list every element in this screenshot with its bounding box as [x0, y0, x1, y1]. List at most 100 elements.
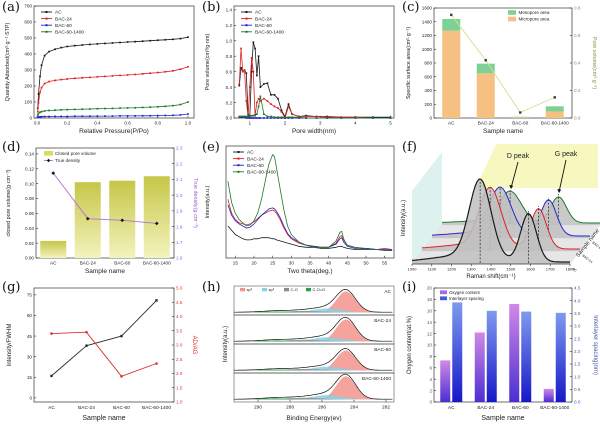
svg-text:200: 200	[424, 102, 432, 107]
svg-text:BAC-60: BAC-60	[55, 23, 72, 29]
svg-text:BAC-60: BAC-60	[255, 23, 272, 29]
svg-text:35: 35	[307, 261, 313, 266]
svg-text:True density: True density	[55, 158, 81, 163]
svg-text:0.8: 0.8	[574, 6, 581, 11]
svg-text:3: 3	[319, 121, 322, 126]
svg-text:45: 45	[27, 334, 33, 339]
panel-a-label: (a)	[2, 0, 20, 15]
panel-e: (e) 15 20 25 30 35 40 45 50 55 Two theta(deg.) Int…	[200, 140, 400, 280]
svg-text:700: 700	[24, 4, 32, 9]
svg-text:Pore width(nm): Pore width(nm)	[292, 128, 336, 135]
svg-text:1000: 1000	[422, 47, 433, 52]
svg-text:AC: AC	[50, 261, 57, 266]
svg-text:200: 200	[24, 84, 32, 89]
svg-text:BAC-60-1400: BAC-60-1400	[540, 405, 569, 411]
svg-text:30: 30	[27, 354, 33, 359]
svg-text:5: 5	[389, 121, 392, 126]
svg-text:BAC-60-1400: BAC-60-1400	[541, 121, 569, 126]
svg-text:1600: 1600	[422, 6, 433, 11]
svg-text:1500: 1500	[506, 267, 516, 272]
svg-text:0.06: 0.06	[25, 211, 34, 216]
svg-text:100: 100	[24, 100, 32, 105]
svg-text:2: 2	[284, 121, 287, 126]
svg-text:Closed pore volume: Closed pore volume	[55, 151, 96, 156]
panel-a: (a) 0 100 200 300 400 500 600 700 0.0 0.2 0.4 0.6 0.…	[0, 0, 200, 140]
svg-text:0.5: 0.5	[574, 387, 581, 392]
svg-text:282: 282	[382, 405, 390, 411]
svg-text:0: 0	[29, 116, 32, 121]
svg-text:Raman shift(cm⁻¹): Raman shift(cm⁻¹)	[466, 274, 515, 280]
svg-text:600: 600	[424, 74, 432, 79]
svg-text:AC: AC	[448, 121, 455, 126]
svg-text:1000: 1000	[408, 267, 418, 272]
svg-text:55: 55	[382, 261, 388, 266]
svg-text:1.4: 1.4	[226, 8, 233, 13]
svg-text:4.0: 4.0	[574, 298, 581, 303]
svg-text:0.8: 0.8	[226, 54, 233, 59]
svg-text:0.02: 0.02	[25, 241, 34, 246]
svg-text:Two theta(deg.): Two theta(deg.)	[287, 268, 332, 275]
svg-text:300: 300	[24, 68, 32, 73]
svg-text:Quantity Adsorbed(cm³·g⁻¹·STP): Quantity Adsorbed(cm³·g⁻¹·STP)	[5, 22, 11, 101]
svg-text:16: 16	[427, 309, 433, 314]
svg-text:Specific surface area(cm²·g⁻¹): Specific surface area(cm²·g⁻¹)	[406, 27, 412, 100]
svg-text:BAC-60-1400: BAC-60-1400	[362, 376, 391, 382]
svg-text:1.0: 1.0	[176, 400, 183, 405]
svg-text:1.7: 1.7	[176, 240, 183, 245]
svg-text:3.0: 3.0	[176, 343, 183, 348]
svg-text:0.4: 0.4	[226, 85, 233, 90]
svg-text:BAC-24: BAC-24	[478, 121, 495, 126]
svg-text:0.8: 0.8	[155, 121, 162, 126]
svg-text:290: 290	[254, 405, 262, 411]
svg-text:1100: 1100	[427, 267, 436, 272]
svg-text:0.2: 0.2	[226, 100, 233, 105]
panel-e-label: (e)	[202, 140, 220, 155]
svg-text:1200: 1200	[447, 267, 457, 272]
panel-h-label: (h)	[202, 280, 221, 295]
svg-text:0.0: 0.0	[574, 116, 581, 121]
svg-text:Sample name: Sample name	[85, 268, 125, 275]
svg-text:45: 45	[345, 261, 351, 266]
svg-text:1600: 1600	[526, 267, 536, 272]
panel-g-chart: 0 15 30 45 60 75 1.0 1.5 2.0 2.5 3.0 3.5 4.0 4.5 5.0 AC…	[7, 286, 197, 422]
svg-text:75: 75	[27, 293, 33, 298]
svg-text:20: 20	[427, 286, 433, 291]
svg-text:AC: AC	[55, 10, 62, 16]
panel-h-chart: AC BAC-24 BAC-60 BAC-60-1400 sp² sp³ C-O C-O=O 2…	[223, 285, 395, 422]
svg-text:3.5: 3.5	[574, 311, 581, 316]
svg-text:0.14: 0.14	[25, 152, 34, 157]
svg-text:0.6: 0.6	[226, 69, 233, 74]
panel-d: (d) 0.00 0.02 0.04 0.06 0.08 0.10 0.12 0.14 1.6 1…	[0, 140, 200, 280]
svg-text:286: 286	[318, 405, 326, 411]
panel-i-chart: 0 2 4 6 8 10 12 14 16 18 20 0.0 0.5 1.0 1.5 2.0 2.5 3.0 3.…	[407, 286, 598, 422]
svg-text:0.2: 0.2	[64, 121, 71, 126]
panel-f-label: (f)	[402, 140, 417, 155]
svg-text:Intensity/FWHM: Intensity/FWHM	[7, 324, 13, 367]
svg-text:AC: AC	[48, 405, 55, 411]
svg-text:BAC-24: BAC-24	[80, 261, 97, 266]
panel-h: (h) AC BAC-24 BAC-60 BAC-60-1400 sp² sp³ C-O C-…	[200, 280, 400, 427]
svg-text:1.2: 1.2	[226, 23, 233, 28]
svg-text:Interlayer spacing: Interlayer spacing	[449, 296, 484, 301]
svg-text:BAC-60: BAC-60	[591, 241, 600, 252]
svg-text:AD/AG: AD/AG	[191, 336, 197, 355]
svg-text:Micropore area: Micropore area	[519, 17, 550, 22]
svg-text:sp²: sp²	[247, 287, 253, 292]
svg-text:4.0: 4.0	[176, 314, 183, 319]
svg-text:Intensity(a.u.): Intensity(a.u.)	[223, 326, 229, 362]
svg-text:1400: 1400	[487, 267, 497, 272]
svg-text:1.0: 1.0	[226, 38, 233, 43]
svg-text:BAC-60: BAC-60	[374, 347, 391, 353]
svg-text:20: 20	[251, 261, 257, 266]
svg-text:0.12: 0.12	[25, 167, 34, 172]
svg-text:800: 800	[424, 61, 432, 66]
svg-text:Intensity(a.u.): Intensity(a.u.)	[205, 185, 211, 218]
svg-text:Mesopore area: Mesopore area	[519, 10, 550, 15]
panel-c-label: (c)	[402, 0, 420, 15]
svg-text:BAC-60-1400: BAC-60-1400	[142, 405, 171, 411]
svg-text:BAC-60-1400: BAC-60-1400	[143, 261, 171, 266]
svg-text:15: 15	[27, 375, 33, 380]
panel-d-label: (d)	[2, 140, 21, 155]
svg-text:50: 50	[363, 261, 369, 266]
svg-text:AC: AC	[255, 10, 262, 16]
